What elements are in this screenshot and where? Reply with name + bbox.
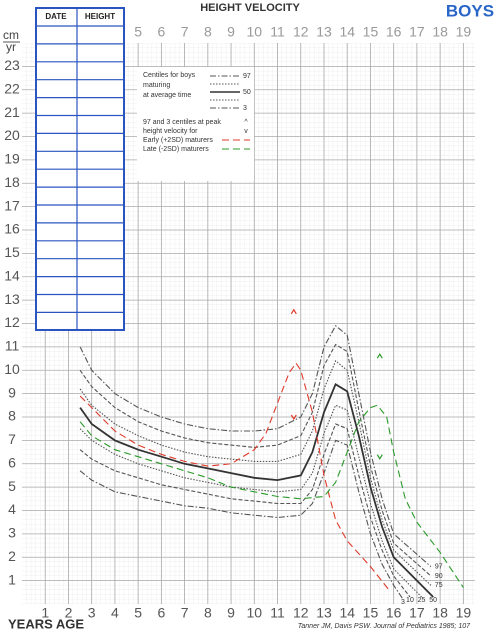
y-tick-label: 13 (4, 291, 20, 307)
y-tick-label: 8 (8, 408, 16, 424)
x-tick-label-top: 19 (456, 24, 472, 40)
x-tick-label: 16 (386, 605, 402, 621)
series-line (79, 362, 390, 591)
x-tick-label: 17 (409, 605, 425, 621)
y-tick-label: 11 (5, 338, 20, 354)
x-tick-label: 19 (456, 605, 472, 621)
peak-marker (290, 308, 297, 315)
x-tick-label-top: 15 (363, 24, 379, 40)
y-tick-label: 3 (8, 525, 16, 541)
series-label: 10 (406, 597, 414, 604)
x-tick-label-top: 6 (157, 24, 165, 40)
table-header: DATE (45, 12, 67, 21)
x-tick-label-top: 5 (134, 24, 142, 40)
legend-entry: Early (+2SD) maturers (143, 137, 213, 144)
legend-label: 50 (243, 89, 251, 96)
legend-entry: Late (-2SD) maturers (143, 146, 209, 153)
x-tick-label: 5 (134, 605, 142, 621)
x-tick-label-top: 7 (181, 24, 189, 40)
y-tick-label: 18 (4, 174, 20, 190)
legend-text: Centiles for boys (143, 72, 196, 79)
series-line (79, 404, 422, 598)
record-table: DATE HEIGHT (35, 7, 125, 331)
y-tick-label: 19 (4, 151, 20, 167)
series-label: 75 (435, 582, 443, 589)
legend-text: maturing (143, 82, 170, 89)
y-tick-label: 16 (4, 221, 20, 237)
y-tick-label: 5 (8, 478, 16, 494)
series-line (79, 324, 432, 568)
x-tick-label: 13 (316, 605, 332, 621)
y-tick-label: 17 (4, 197, 20, 213)
series-label: 25 (418, 597, 426, 604)
y-tick-label: 7 (8, 431, 16, 447)
x-tick-label: 7 (181, 605, 189, 621)
peak-marker (290, 414, 297, 421)
x-tick-label-top: 14 (339, 24, 355, 40)
series-line (79, 382, 434, 598)
x-tick-label-top: 9 (227, 24, 235, 40)
y-tick-label: 12 (4, 314, 20, 330)
x-tick-label: 8 (204, 605, 212, 621)
y-tick-label: 10 (4, 361, 20, 377)
x-axis-label: YEARS AGE (8, 616, 84, 631)
x-tick-label: 10 (247, 605, 263, 621)
legend-text: at average time (143, 92, 191, 99)
y-tick-label: 21 (4, 104, 20, 120)
y-tick-label: 22 (4, 80, 20, 96)
y-tick-label: 6 (8, 454, 16, 470)
legend: Centiles for boys maturing at average ti… (137, 67, 254, 181)
y-tick-label: 14 (4, 267, 20, 283)
x-tick-label: 6 (157, 605, 165, 621)
x-tick-label-top: 16 (386, 24, 402, 40)
y-tick-label: 9 (8, 384, 16, 400)
table-header: HEIGHT (85, 12, 115, 21)
series-label: 50 (429, 597, 437, 604)
x-tick-label: 1 (41, 605, 49, 621)
x-tick-label-top: 11 (270, 24, 285, 40)
x-tick-label-top: 17 (409, 24, 425, 40)
y-tick-label: 20 (4, 127, 20, 143)
source: Tanner JM, Davis PSW. Journal of Pediatr… (298, 623, 471, 630)
peak-marker (376, 353, 383, 359)
x-tick-label: 4 (111, 605, 119, 621)
y-tick-label: 2 (8, 548, 16, 564)
legend-label: 97 (243, 73, 251, 80)
x-tick-label: 3 (88, 605, 96, 621)
series-line (79, 423, 411, 598)
legend-label: 3 (243, 105, 247, 112)
series-line (79, 343, 432, 577)
y-unit: cm (3, 28, 19, 42)
corner-label: BOYS (446, 1, 494, 20)
x-tick-label: 18 (432, 605, 448, 621)
x-tick-label: 15 (363, 605, 379, 621)
y-tick-label: 15 (4, 244, 20, 260)
y-unit: yr (6, 40, 16, 54)
series-label: 3 (401, 599, 405, 606)
x-tick-label: 14 (339, 605, 355, 621)
x-tick-label: 12 (293, 605, 309, 621)
y-tick-label: 1 (8, 571, 16, 587)
series-label: 90 (435, 573, 443, 580)
legend-text: 97 and 3 centiles at peak (143, 119, 221, 126)
x-tick-label: 11 (270, 605, 285, 621)
legend-text: height velocity for (143, 128, 198, 135)
x-tick-label-top: 18 (432, 24, 448, 40)
chart-title: HEIGHT VELOCITY (200, 2, 300, 14)
y-tick-label: 4 (8, 501, 16, 517)
x-tick-label-top: 13 (316, 24, 332, 40)
x-tick-label-top: 8 (204, 24, 212, 40)
y-tick-label: 23 (4, 57, 20, 73)
x-tick-label-top: 12 (293, 24, 309, 40)
legend-symbol: ^ (244, 119, 248, 126)
series-label: 97 (435, 563, 443, 570)
curves (79, 324, 464, 600)
peak-marker (376, 454, 383, 460)
x-tick-label-top: 10 (247, 24, 263, 40)
x-tick-label: 2 (65, 605, 73, 621)
x-tick-label: 9 (227, 605, 235, 621)
legend-symbol: v (244, 128, 248, 135)
